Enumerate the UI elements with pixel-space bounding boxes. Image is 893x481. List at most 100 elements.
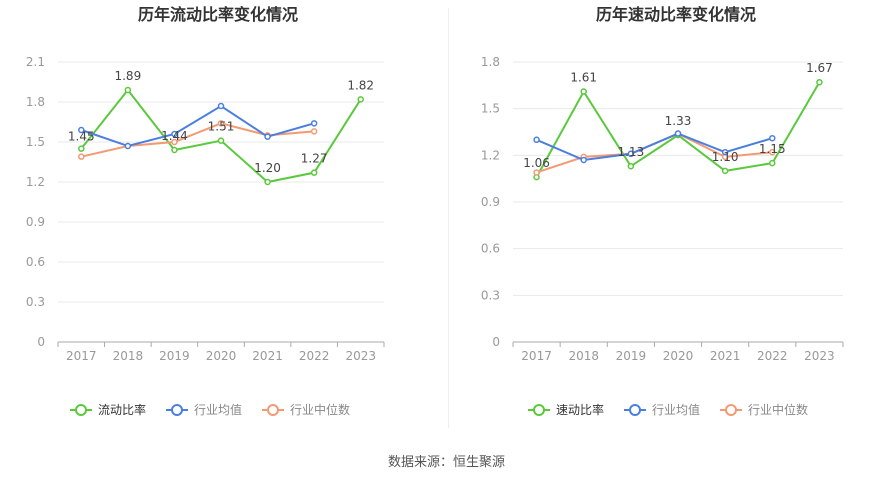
data-label: 1.13 bbox=[617, 145, 644, 159]
data-label: 1.27 bbox=[301, 152, 328, 166]
legend-swatch-marker bbox=[267, 404, 279, 416]
data-label: 1.61 bbox=[570, 71, 597, 85]
x-tick-label: 2021 bbox=[710, 349, 741, 363]
x-tick-label: 2017 bbox=[66, 349, 97, 363]
x-tick-label: 2019 bbox=[616, 349, 647, 363]
data-point bbox=[769, 159, 776, 167]
legend-item[interactable]: 行业均值 bbox=[166, 402, 242, 417]
data-label: 1.10 bbox=[712, 150, 739, 164]
legend-swatch-marker bbox=[533, 404, 545, 416]
series-line-1 bbox=[535, 81, 821, 178]
data-point bbox=[580, 156, 587, 164]
data-point bbox=[124, 142, 132, 150]
data-label: 1.33 bbox=[665, 114, 692, 128]
legend-label: 行业均值 bbox=[652, 402, 700, 417]
x-tick-label: 2020 bbox=[206, 349, 237, 363]
data-point bbox=[78, 153, 85, 160]
data-label: 1.89 bbox=[114, 69, 141, 83]
legend-label: 行业均值 bbox=[194, 402, 242, 417]
data-point bbox=[721, 167, 729, 175]
data-point bbox=[769, 148, 776, 156]
data-label: 1.82 bbox=[347, 78, 374, 92]
data-point bbox=[533, 169, 540, 176]
data-point bbox=[171, 138, 178, 146]
y-tick-label: 1.2 bbox=[481, 148, 500, 162]
data-point bbox=[310, 169, 318, 176]
data-point bbox=[310, 120, 318, 127]
x-tick-label: 2022 bbox=[757, 349, 788, 363]
y-tick-label: 1.2 bbox=[26, 175, 45, 189]
legend-item[interactable]: 流动比率 bbox=[70, 402, 146, 417]
data-label: 1.45 bbox=[68, 130, 95, 144]
x-tick-label: 2023 bbox=[345, 349, 376, 363]
legend-label: 流动比率 bbox=[98, 402, 146, 417]
chart-title: 历年速动比率变化情况 bbox=[596, 5, 756, 24]
legend-swatch-marker bbox=[629, 404, 641, 416]
y-tick-label: 0.3 bbox=[26, 295, 45, 309]
x-tick-label: 2023 bbox=[804, 349, 835, 363]
data-point bbox=[769, 134, 776, 142]
y-tick-label: 0.9 bbox=[481, 195, 500, 209]
data-point bbox=[580, 88, 587, 95]
legend-label: 速动比率 bbox=[556, 402, 604, 417]
y-tick-label: 1.8 bbox=[481, 55, 500, 69]
data-point bbox=[627, 162, 635, 170]
series-line-3 bbox=[81, 122, 315, 158]
x-tick-label: 2022 bbox=[299, 349, 330, 363]
y-tick-label: 0.6 bbox=[481, 242, 500, 256]
y-tick-label: 1.5 bbox=[26, 135, 45, 149]
legend-item[interactable]: 行业中位数 bbox=[720, 402, 808, 417]
charts-canvas: 历年流动比率变化情况 0 0.3 0.6 0.9 1.2 1.5 1.8 2.1 2017 2018… bbox=[26, 5, 844, 417]
series-line-2 bbox=[80, 104, 315, 148]
data-point bbox=[217, 102, 225, 110]
data-label: 1.06 bbox=[523, 156, 550, 170]
data-label: 1.15 bbox=[759, 142, 786, 156]
x-tick-label: 2018 bbox=[568, 349, 599, 363]
data-point bbox=[357, 96, 364, 103]
y-tick-label: 2.1 bbox=[26, 55, 45, 69]
chart-2: 历年速动比率变化情况 0 0.3 0.6 0.9 1.2 1.5 1.8 2017 2018 201… bbox=[481, 5, 844, 417]
x-tick-label: 2019 bbox=[159, 349, 190, 363]
legend-swatch-marker bbox=[171, 404, 183, 416]
x-tick-label: 2017 bbox=[521, 349, 552, 363]
legend-swatch-marker bbox=[725, 404, 737, 416]
data-point bbox=[533, 136, 540, 144]
data-point bbox=[816, 78, 823, 86]
data-point bbox=[78, 126, 85, 134]
chart-title: 历年流动比率变化情况 bbox=[138, 5, 298, 24]
y-tick-label: 0 bbox=[492, 335, 500, 349]
data-point bbox=[674, 130, 682, 137]
legend-swatch-marker bbox=[75, 404, 87, 416]
legend-item[interactable]: 行业均值 bbox=[624, 402, 700, 417]
data-point bbox=[264, 133, 271, 140]
series-line-2 bbox=[536, 132, 773, 162]
legend-item[interactable]: 行业中位数 bbox=[262, 402, 350, 417]
data-label: 1.51 bbox=[208, 120, 235, 134]
y-tick-label: 0.3 bbox=[481, 288, 500, 302]
data-point bbox=[264, 178, 271, 186]
data-label: 1.44 bbox=[161, 129, 188, 143]
data-point bbox=[78, 145, 85, 152]
data-point bbox=[217, 120, 225, 127]
legend-item[interactable]: 速动比率 bbox=[528, 402, 604, 417]
y-tick-label: 1.8 bbox=[26, 95, 45, 109]
data-point bbox=[627, 150, 635, 158]
chart-divider bbox=[448, 8, 449, 428]
data-source: 数据来源：恒生聚源 bbox=[387, 455, 505, 470]
x-tick-label: 2021 bbox=[252, 349, 283, 363]
data-point bbox=[217, 137, 225, 144]
legend-label: 行业中位数 bbox=[290, 402, 350, 417]
data-label: 1.67 bbox=[806, 61, 833, 75]
data-point bbox=[171, 146, 178, 154]
y-tick-label: 0.6 bbox=[26, 255, 45, 269]
data-point bbox=[124, 86, 132, 94]
y-tick-label: 0 bbox=[37, 335, 45, 349]
data-label: 1.20 bbox=[254, 161, 281, 175]
x-tick-label: 2020 bbox=[663, 349, 694, 363]
y-tick-label: 1.5 bbox=[481, 102, 500, 116]
x-tick-label: 2018 bbox=[113, 349, 144, 363]
legend-label: 行业中位数 bbox=[748, 402, 808, 417]
y-tick-label: 0.9 bbox=[26, 215, 45, 229]
chart-1: 历年流动比率变化情况 0 0.3 0.6 0.9 1.2 1.5 1.8 2.1 2017 2018… bbox=[26, 5, 385, 417]
data-point bbox=[310, 128, 318, 135]
